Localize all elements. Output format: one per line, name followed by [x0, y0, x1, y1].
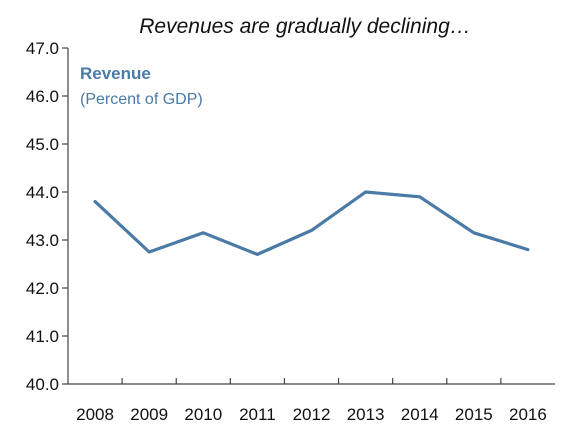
series-subtitle: (Percent of GDP) — [80, 91, 203, 108]
y-tick-label: 47.0 — [26, 39, 59, 58]
y-tick-label: 46.0 — [26, 87, 59, 106]
y-tick-label: 43.0 — [26, 231, 59, 250]
x-tick-label: 2015 — [455, 405, 493, 424]
series-revenue — [93, 190, 530, 256]
series-line-revenue — [93, 190, 530, 256]
y-tick-label: 44.0 — [26, 183, 59, 202]
y-axis-ticks: 40.0 41.0 42.0 43.0 44.0 45.0 46.0 47.0 — [26, 39, 68, 394]
x-tick-label: 2010 — [184, 405, 222, 424]
y-tick-label: 45.0 — [26, 135, 59, 154]
chart-title: Revenues are gradually declining… — [139, 15, 471, 38]
x-tick-label: 2016 — [509, 405, 547, 424]
series-name-revenue: Revenue — [80, 64, 151, 83]
y-tick-label: 40.0 — [26, 375, 59, 394]
x-tick-label: 2013 — [347, 405, 385, 424]
x-tick-label: 2014 — [401, 405, 439, 424]
y-tick-label: 41.0 — [26, 327, 59, 346]
y-tick-label: 42.0 — [26, 279, 59, 298]
x-tick-label: 2009 — [130, 405, 168, 424]
x-tick-label: 2011 — [239, 405, 276, 424]
x-axis-ticks: 2008 2009 2010 2011 2012 2013 2014 2015 2016 — [76, 378, 547, 424]
x-tick-label: 2008 — [76, 405, 114, 424]
x-tick-label: 2012 — [293, 405, 331, 424]
